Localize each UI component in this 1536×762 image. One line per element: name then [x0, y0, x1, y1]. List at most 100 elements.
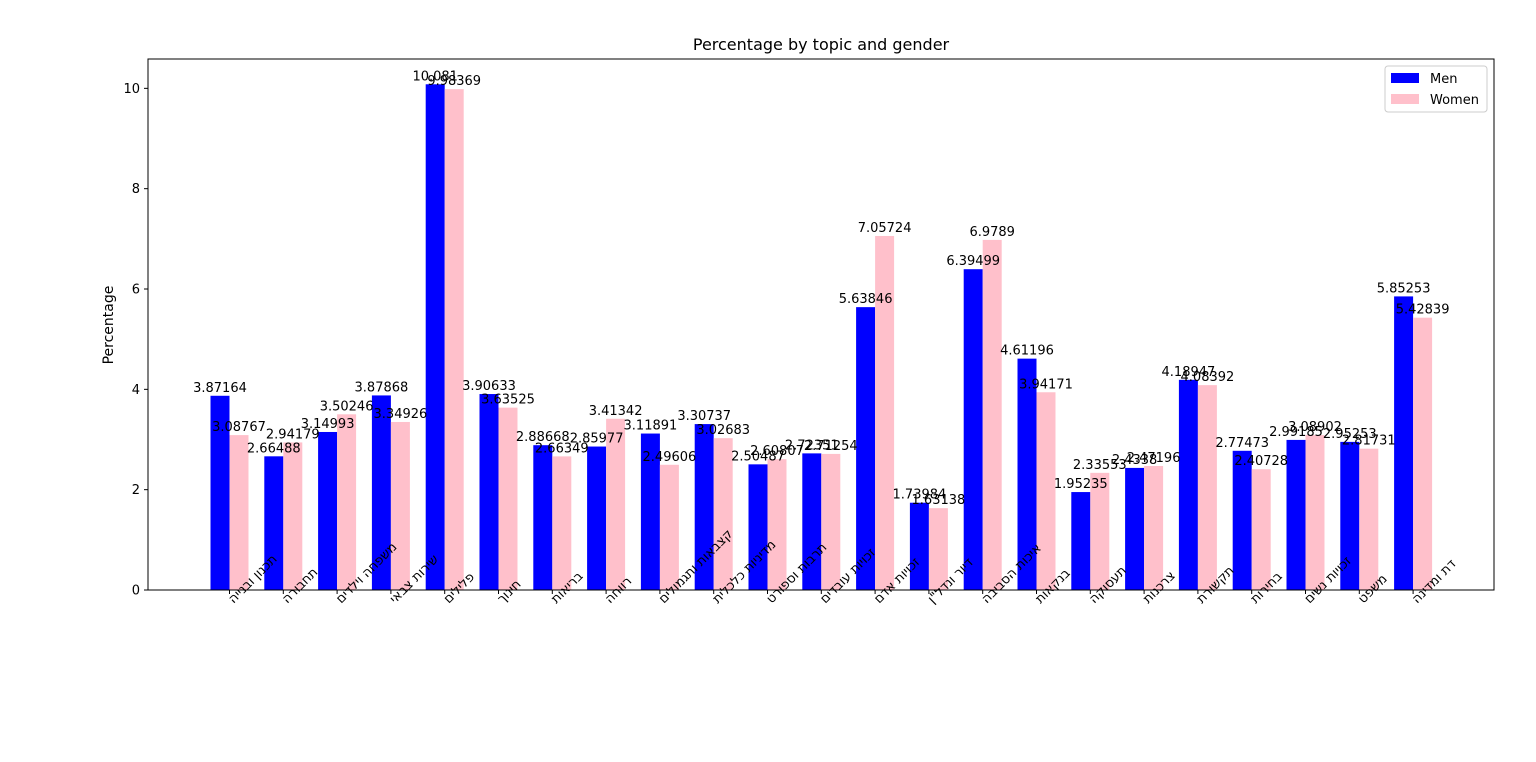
data-label-women-18: 4.08392: [1181, 370, 1235, 385]
data-label-women-0: 3.08767: [212, 420, 266, 435]
data-label-men-1: 2.66488: [247, 441, 301, 456]
bar-women-0: [229, 435, 249, 590]
bar-women-15: [1036, 392, 1056, 590]
data-label-men-16: 1.95235: [1054, 477, 1108, 492]
data-label-men-7: 2.85977: [570, 432, 624, 447]
bar-men-11: [802, 453, 822, 590]
y-tick-label: 8: [132, 182, 140, 197]
bar-men-19: [1232, 450, 1252, 590]
bar-women-7: [606, 418, 626, 590]
data-label-women-3: 3.34926: [374, 407, 428, 422]
data-label-men-15: 4.61196: [1000, 344, 1054, 359]
data-label-men-10: 2.50487: [731, 449, 785, 464]
data-label-women-4: 9.98369: [427, 74, 481, 89]
data-label-women-7: 3.41342: [589, 404, 643, 419]
bar-men-17: [1125, 467, 1145, 590]
data-label-men-18: 4.18947: [1162, 365, 1216, 380]
bar-women-20: [1305, 435, 1325, 590]
data-label-women-5: 3.63525: [481, 393, 535, 408]
data-label-men-12: 5.63846: [839, 292, 893, 307]
data-label-women-19: 2.40728: [1234, 454, 1288, 469]
bar-women-21: [1359, 448, 1379, 590]
bars-group: [210, 84, 1433, 590]
bar-men-2: [318, 431, 338, 590]
bar-women-3: [390, 421, 410, 590]
bar-men-18: [1178, 379, 1198, 590]
bar-men-1: [264, 456, 284, 590]
bar-women-13: [928, 508, 948, 590]
bar-men-14: [963, 269, 983, 590]
bar-men-16: [1071, 492, 1091, 590]
bar-men-0: [210, 395, 230, 590]
data-label-women-14: 6.9789: [969, 225, 1015, 240]
data-label-women-20: 3.08902: [1288, 420, 1342, 435]
data-label-men-20: 2.99185: [1269, 425, 1323, 440]
bar-men-8: [640, 433, 660, 590]
bar-men-9: [694, 424, 714, 590]
bar-women-14: [982, 239, 1002, 590]
data-label-women-13: 1.63138: [912, 493, 966, 508]
y-tick-label: 0: [132, 584, 140, 599]
y-tick-label: 2: [132, 483, 140, 498]
bar-women-16: [1090, 472, 1110, 590]
bar-women-18: [1197, 385, 1217, 590]
bar-men-4: [425, 84, 445, 590]
bar-men-7: [587, 446, 607, 590]
bar-women-4: [444, 89, 464, 590]
y-tick-label: 10: [123, 82, 140, 97]
bar-men-3: [371, 395, 391, 590]
legend: Men Women: [1384, 65, 1488, 113]
data-label-men-17: 2.4338: [1112, 453, 1158, 468]
data-label-men-0: 3.87164: [193, 381, 247, 396]
bar-men-15: [1017, 358, 1037, 590]
bar-women-5: [498, 407, 518, 590]
chart-title: Percentage by topic and gender: [693, 35, 950, 54]
data-label-women-16: 2.33553: [1073, 458, 1127, 473]
data-label-women-6: 2.66349: [535, 441, 589, 456]
data-label-men-3: 3.87868: [355, 380, 409, 395]
data-label-men-5: 3.90633: [462, 379, 516, 394]
data-label-men-6: 2.88668: [516, 430, 570, 445]
legend-label-women: Women: [1430, 93, 1479, 108]
bar-women-19: [1251, 469, 1271, 590]
bar-women-9: [713, 438, 733, 590]
data-label-women-2: 3.50246: [320, 399, 374, 414]
data-label-men-2: 3.14993: [301, 417, 355, 432]
data-label-women-1: 2.94179: [266, 427, 320, 442]
data-label-women-8: 2.49606: [643, 450, 697, 465]
data-label-men-9: 3.30737: [677, 409, 731, 424]
data-label-women-10: 2.60807: [750, 444, 804, 459]
bar-men-5: [479, 394, 499, 590]
bar-men-13: [909, 502, 929, 590]
bar-men-12: [856, 307, 876, 590]
data-label-men-11: 2.72351: [785, 438, 839, 453]
data-label-men-19: 2.77473: [1215, 436, 1269, 451]
bar-women-8: [659, 464, 679, 590]
data-label-women-12: 7.05724: [858, 221, 912, 236]
data-label-men-21: 2.95253: [1323, 427, 1377, 442]
bar-women-6: [552, 456, 572, 590]
bar-women-17: [1144, 465, 1164, 590]
bar-women-12: [875, 235, 895, 590]
legend-swatch-women: [1391, 94, 1419, 104]
data-label-women-9: 3.02683: [696, 423, 750, 438]
data-label-men-4: 10.081: [412, 69, 458, 84]
bar-men-22: [1394, 296, 1414, 590]
bar-women-11: [821, 453, 841, 590]
bar-women-10: [767, 459, 787, 590]
bar-men-6: [533, 445, 553, 590]
data-label-women-15: 3.94171: [1019, 377, 1073, 392]
legend-swatch-men: [1391, 73, 1419, 83]
bar-women-1: [283, 442, 303, 590]
bar-women-2: [337, 414, 357, 590]
bar-men-21: [1340, 441, 1360, 590]
y-tick-label: 4: [132, 383, 140, 398]
legend-label-men: Men: [1430, 72, 1457, 87]
y-tick-label: 6: [132, 283, 140, 298]
data-label-men-14: 6.39499: [946, 254, 1000, 269]
data-label-women-22: 5.42839: [1396, 303, 1450, 318]
bar-men-20: [1286, 439, 1306, 590]
